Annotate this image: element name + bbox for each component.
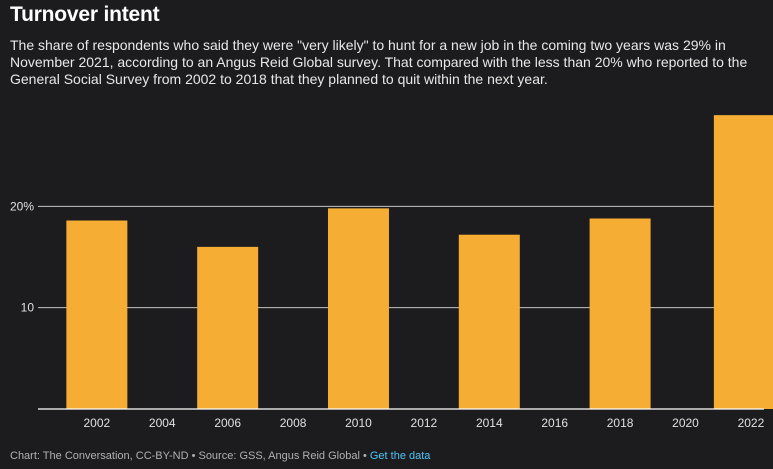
x-tick-label-2016: 2016 [541, 416, 568, 430]
bar-4 [589, 218, 651, 409]
chart-footer: Chart: The Conversation, CC-BY-ND • Sour… [10, 450, 430, 462]
chart-subtitle: The share of respondents who said they w… [10, 37, 748, 87]
bar-3 [458, 234, 520, 409]
x-tick-label-2002: 2002 [84, 416, 111, 430]
x-tick-label-2022: 2022 [738, 416, 765, 430]
x-tick-label-2010: 2010 [345, 416, 372, 430]
bar-0 [66, 220, 128, 409]
footer-credit: Chart: The Conversation, CC-BY-ND • Sour… [10, 450, 370, 462]
bar-2 [327, 208, 389, 409]
chart-title: Turnover intent [10, 3, 160, 26]
bar-1 [197, 246, 259, 409]
x-tick-label-2020: 2020 [672, 416, 699, 430]
x-tick-label-2012: 2012 [411, 416, 438, 430]
x-tick-label-2004: 2004 [149, 416, 176, 430]
get-the-data-link[interactable]: Get the data [369, 450, 431, 462]
axes: 10 20% 2002 2004 2006 2008 2010 2012 2014 2016 201… [10, 199, 765, 430]
gridlines [38, 205, 764, 309]
x-tick-label-2008: 2008 [280, 416, 307, 430]
y-tick-label-20: 20% [10, 199, 34, 213]
bar-5 [713, 115, 773, 409]
x-tick-label-2018: 2018 [607, 416, 634, 430]
bars [66, 115, 773, 409]
x-tick-label-2014: 2014 [476, 416, 503, 430]
x-tick-label-2006: 2006 [214, 416, 241, 430]
y-tick-label-10: 10 [21, 301, 35, 315]
